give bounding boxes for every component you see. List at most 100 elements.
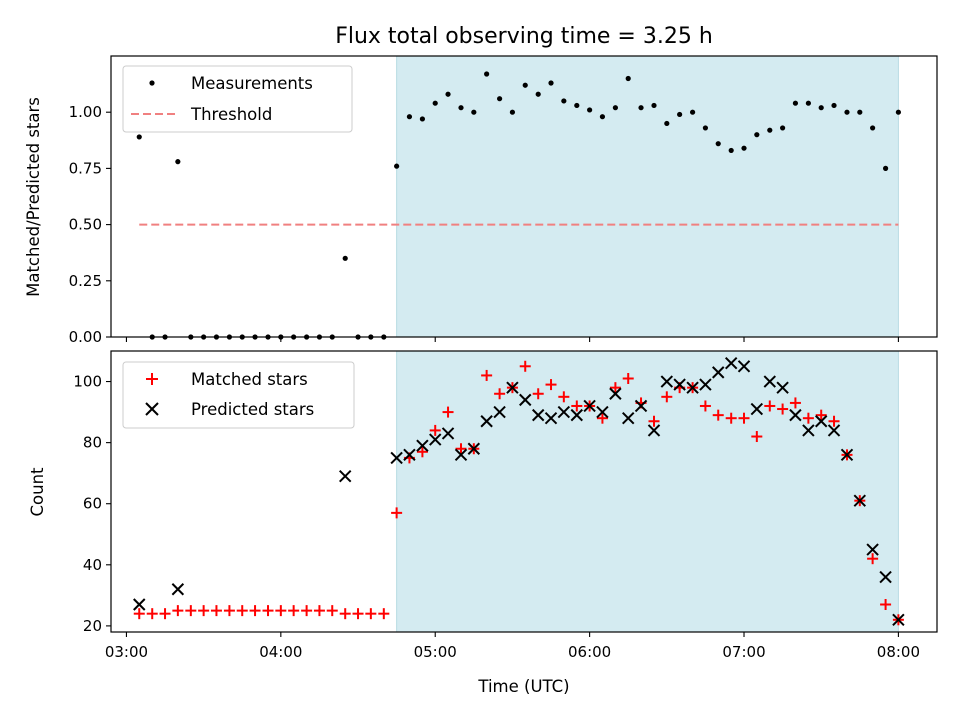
bottom-axes-frame <box>110 350 938 633</box>
predicted-stars-point <box>776 381 789 394</box>
measurements-point <box>342 255 348 261</box>
legend-measurements-marker <box>149 80 155 86</box>
matched-stars-point <box>596 412 608 424</box>
matched-stars-point <box>622 372 634 384</box>
matched-stars-point <box>146 608 158 620</box>
y-tick-label: 0.75 <box>69 159 102 177</box>
matched-stars-point <box>481 369 493 381</box>
predicted-stars-point <box>416 439 429 452</box>
predicted-stars-point <box>171 583 185 596</box>
matched-stars-point <box>442 406 454 418</box>
predicted-stars-point <box>133 598 146 611</box>
top-y-axis-label: Matched/Predicted stars <box>24 97 43 297</box>
predicted-stars-point <box>789 408 802 422</box>
predicted-stars-point <box>493 405 506 419</box>
matched-stars-point <box>249 605 261 617</box>
matched-stars-point <box>185 605 197 617</box>
predicted-stars-point <box>686 381 699 394</box>
measurements-point <box>895 109 902 115</box>
predicted-stars-point <box>531 408 545 422</box>
measurements-point <box>831 102 837 109</box>
measurements-point <box>638 105 644 111</box>
bottom-legend: Matched stars Predicted stars <box>122 361 355 429</box>
y-tick-label: 0.00 <box>69 328 102 346</box>
matched-stars-point <box>262 605 274 617</box>
top-legend: Measurements Threshold <box>122 65 353 133</box>
measurements-point <box>394 163 400 169</box>
x-axis-label: Time (UTC) <box>477 677 569 696</box>
y-tick-label: 0.50 <box>69 216 102 234</box>
matched-stars-point <box>828 415 840 427</box>
measurements-point <box>612 105 619 111</box>
matched-stars-point <box>236 605 248 617</box>
measurements-point <box>741 145 747 151</box>
predicted-stars-point <box>583 399 596 413</box>
y-tick-label: 1.00 <box>69 103 102 121</box>
matched-stars-point <box>301 605 313 617</box>
matched-stars-point <box>210 605 222 617</box>
measurements-point <box>677 111 683 118</box>
predicted-stars-point <box>634 399 648 413</box>
matched-stars-point <box>352 608 364 620</box>
matched-stars-point <box>661 391 673 403</box>
matched-stars-point <box>455 443 467 455</box>
predicted-stars-point <box>866 543 879 556</box>
predicted-stars-point <box>712 366 725 379</box>
measurements-point <box>882 165 889 171</box>
measurements-point <box>458 105 464 111</box>
matched-stars-point <box>777 403 789 415</box>
predicted-stars-point <box>879 570 892 584</box>
measurements-point <box>471 109 477 115</box>
predicted-stars-point <box>673 378 686 391</box>
measurements-point <box>651 102 657 109</box>
measurements-point <box>599 114 606 120</box>
x-tick-label: 05:00 <box>414 643 457 661</box>
predicted-stars-point <box>480 415 493 428</box>
x-tick-label: 06:00 <box>568 643 611 661</box>
matched-stars-point <box>159 608 171 620</box>
predicted-stars-point <box>339 470 352 483</box>
predicted-stars-point <box>519 393 532 407</box>
predicted-stars-point <box>802 424 815 437</box>
legend-measurements-label: Measurements <box>191 74 313 93</box>
measurements-point <box>445 91 451 97</box>
x-tick-label: 04:00 <box>259 643 302 661</box>
measurements-point <box>136 134 142 140</box>
y-tick-label: 80 <box>83 434 102 452</box>
measurements-point <box>574 102 580 109</box>
predicted-stars-point <box>544 411 558 425</box>
matched-stars-point <box>326 605 338 617</box>
measurements-point <box>805 100 811 106</box>
predicted-stars-point <box>660 375 674 388</box>
measurements-point <box>175 159 181 165</box>
matched-stars-point <box>699 400 711 412</box>
measurements-point <box>689 109 696 115</box>
legend-predicted-label: Predicted stars <box>191 400 314 419</box>
measurements-point <box>664 120 670 127</box>
measurements-point <box>857 109 863 115</box>
measurements-point <box>780 125 786 131</box>
shaded-observing-window <box>396 350 899 633</box>
predicted-stars-point <box>441 427 455 440</box>
chart-title: Flux total observing time = 3.25 h <box>335 24 713 49</box>
measurements-point <box>728 147 734 154</box>
legend-predicted-marker <box>145 402 159 416</box>
matched-stars-point <box>725 412 737 424</box>
bottom-y-axis-label: Count <box>28 467 47 517</box>
matched-stars-point <box>738 412 750 424</box>
measurements-point <box>870 125 876 131</box>
predicted-stars-point <box>724 357 738 370</box>
predicted-stars-point <box>467 442 481 455</box>
measurements-point <box>702 125 709 131</box>
measurements-point <box>535 91 541 97</box>
predicted-stars-point <box>853 494 867 507</box>
matched-stars-point <box>789 397 801 409</box>
predicted-stars-point <box>609 387 622 400</box>
measurements-point <box>509 109 516 115</box>
predicted-stars-point <box>827 424 841 437</box>
matched-stars-point <box>429 424 441 436</box>
bottom-panel: 20 40 60 80 100 03:00 04:00 05:00 06:00 07:00 08:… <box>28 350 938 696</box>
matched-stars-point <box>416 446 428 458</box>
legend-matched-marker <box>146 373 158 385</box>
matched-stars-point <box>712 409 724 421</box>
